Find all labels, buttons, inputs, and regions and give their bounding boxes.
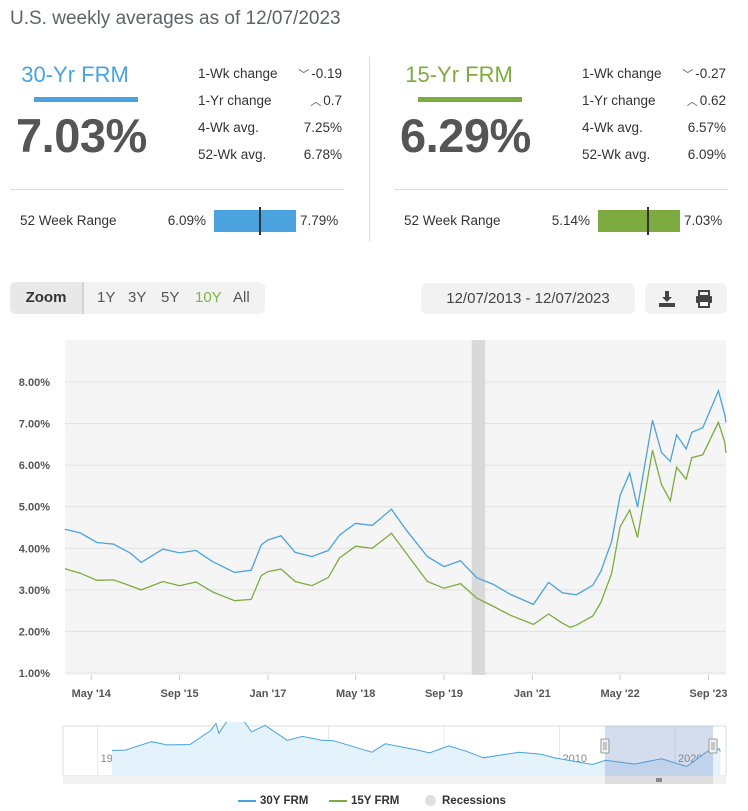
range-label: 52 Week Range bbox=[20, 213, 117, 228]
stats-30yr: 1-Wk change ﹀ -0.19 1-Yr change ︿ 0.7 4-Wk… bbox=[198, 62, 348, 170]
stat-value: ︿ 0.62 bbox=[686, 93, 726, 108]
legend-line bbox=[329, 799, 347, 802]
stat-value: 6.09% bbox=[687, 147, 726, 162]
navigator-scrollbar-track[interactable] bbox=[63, 776, 726, 784]
stat-label: 52-Wk avg. bbox=[582, 147, 651, 162]
recession-band bbox=[471, 340, 486, 675]
stat-label: 1-Yr change bbox=[198, 93, 272, 108]
product-underline-30yr bbox=[34, 97, 138, 102]
stat-label: 1-Wk change bbox=[198, 66, 278, 81]
legend-dot bbox=[425, 795, 436, 807]
range-current-marker bbox=[647, 207, 650, 235]
navigator-area bbox=[112, 722, 721, 776]
navigator-handle-right[interactable] bbox=[708, 738, 718, 754]
stat-value: 6.78% bbox=[303, 147, 342, 162]
navigator-selection[interactable] bbox=[604, 726, 713, 776]
x-tick-label: May '22 bbox=[600, 688, 639, 700]
range-bar-30yr bbox=[214, 207, 296, 235]
range-current-marker bbox=[259, 207, 262, 235]
chart-legend: 30Y FRM 15Y FRM Recessions bbox=[0, 792, 748, 811]
range-high: 7.03% bbox=[684, 213, 723, 228]
stat-row-1wk-change: 1-Wk change ﹀ -0.19 bbox=[198, 62, 348, 89]
stat-row-1yr-change: 1-Yr change ︿ 0.62 bbox=[582, 89, 732, 116]
chevron-up-icon: ︿ bbox=[310, 96, 322, 108]
y-tick-label: 8.00% bbox=[19, 377, 50, 389]
product-underline-15yr bbox=[418, 97, 522, 102]
stat-row-1wk-change: 1-Wk change ﹀ -0.27 bbox=[582, 62, 732, 89]
chevron-up-icon: ︿ bbox=[686, 96, 698, 108]
range-low: 6.09% bbox=[167, 213, 206, 228]
stat-label: 1-Yr change bbox=[582, 93, 656, 108]
chevron-down-icon: ﹀ bbox=[298, 69, 310, 81]
x-tick-label: Sep '19 bbox=[425, 688, 463, 700]
series-line-15y-frm[interactable] bbox=[64, 420, 727, 629]
stat-label: 4-Wk avg. bbox=[198, 120, 259, 135]
stat-value: ﹀ -0.19 bbox=[298, 66, 342, 81]
divider bbox=[394, 189, 728, 190]
rate-line-chart[interactable]: 1.00% 2.00% 3.00% 4.00% 5.00% 6.00% 7.00% 8.00%… bbox=[0, 335, 748, 710]
y-tick-label: 1.00% bbox=[19, 668, 50, 680]
y-tick-label: 5.00% bbox=[19, 502, 50, 514]
zoom-1y-button[interactable]: 1Y bbox=[97, 289, 116, 306]
stat-row-4wk-avg: 4-Wk avg. 6.57% bbox=[582, 116, 732, 143]
stat-value: ﹀ -0.27 bbox=[682, 66, 726, 81]
y-tick-label: 2.00% bbox=[19, 626, 50, 638]
zoom-all-button[interactable]: All bbox=[233, 289, 250, 306]
divider bbox=[10, 189, 344, 190]
series-line-30y-frm[interactable] bbox=[64, 388, 727, 606]
chevron-down-icon: ﹀ bbox=[682, 69, 694, 81]
current-rate-30yr: 7.03% bbox=[16, 109, 147, 162]
x-tick-label: May '14 bbox=[72, 688, 112, 700]
range-high: 7.79% bbox=[300, 213, 339, 228]
product-name-30yr: 30-Yr FRM bbox=[21, 62, 129, 87]
zoom-5y-button[interactable]: 5Y bbox=[161, 289, 180, 306]
print-icon[interactable] bbox=[694, 289, 714, 309]
stat-label: 4-Wk avg. bbox=[582, 120, 643, 135]
navigator-line bbox=[111, 722, 721, 768]
stat-row-4wk-avg: 4-Wk avg. 7.25% bbox=[198, 116, 348, 143]
zoom-3y-button[interactable]: 3Y bbox=[128, 289, 147, 306]
x-tick-label: May '18 bbox=[336, 688, 375, 700]
date-range-display[interactable]: 12/07/2013 - 12/07/2023 bbox=[421, 283, 635, 314]
product-name-15yr: 15-Yr FRM bbox=[405, 62, 513, 87]
navigator-handle-left[interactable] bbox=[600, 738, 610, 754]
chart-navigator[interactable]: 197019801990200020102020 bbox=[0, 722, 748, 784]
stat-label: 1-Wk change bbox=[582, 66, 662, 81]
y-tick-label: 7.00% bbox=[19, 419, 50, 431]
stat-label: 52-Wk avg. bbox=[198, 147, 267, 162]
panel-separator bbox=[369, 57, 370, 242]
plot-background bbox=[65, 340, 726, 675]
stat-value: 7.25% bbox=[303, 120, 342, 135]
stat-value: 6.57% bbox=[687, 120, 726, 135]
stats-15yr: 1-Wk change ﹀ -0.27 1-Yr change ︿ 0.62 4-W… bbox=[582, 62, 732, 170]
stat-row-1yr-change: 1-Yr change ︿ 0.7 bbox=[198, 89, 348, 116]
legend-line bbox=[238, 799, 256, 802]
current-rate-15yr: 6.29% bbox=[400, 109, 531, 162]
y-tick-label: 3.00% bbox=[19, 585, 50, 597]
x-tick-label: Jan '21 bbox=[514, 688, 551, 700]
legend-item-15y-frm[interactable]: 15Y FRM bbox=[329, 795, 399, 807]
legend-item-recessions[interactable]: Recessions bbox=[425, 795, 506, 807]
x-tick-label: Jan '17 bbox=[249, 688, 286, 700]
y-tick-label: 4.00% bbox=[19, 543, 50, 555]
range-low: 5.14% bbox=[551, 213, 590, 228]
zoom-selector: Zoom 1Y 3Y 5Y 10Y All bbox=[10, 282, 265, 314]
x-tick-label: Sep '15 bbox=[161, 688, 199, 700]
y-tick-label: 6.00% bbox=[19, 460, 50, 472]
legend-item-30y-frm[interactable]: 30Y FRM bbox=[238, 795, 308, 807]
stat-row-52wk-avg: 52-Wk avg. 6.78% bbox=[198, 143, 348, 170]
stat-row-52wk-avg: 52-Wk avg. 6.09% bbox=[582, 143, 732, 170]
chart-tools bbox=[645, 283, 727, 314]
rate-panel-15yr: 15-Yr FRM 6.29% 1-Wk change ﹀ -0.27 1-Yr … bbox=[392, 52, 732, 247]
rate-panel-30yr: 30-Yr FRM 7.03% 1-Wk change ﹀ -0.19 1-Yr … bbox=[8, 52, 348, 247]
range-label: 52 Week Range bbox=[404, 213, 501, 228]
x-tick-label: Sep '23 bbox=[689, 688, 727, 700]
range-bar-15yr bbox=[598, 207, 680, 235]
zoom-10y-button[interactable]: 10Y bbox=[195, 289, 222, 306]
stat-value: ︿ 0.7 bbox=[310, 93, 342, 108]
download-icon[interactable] bbox=[657, 289, 677, 309]
page-title: U.S. weekly averages as of 12/07/2023 bbox=[10, 8, 341, 29]
zoom-label: Zoom bbox=[10, 282, 84, 314]
